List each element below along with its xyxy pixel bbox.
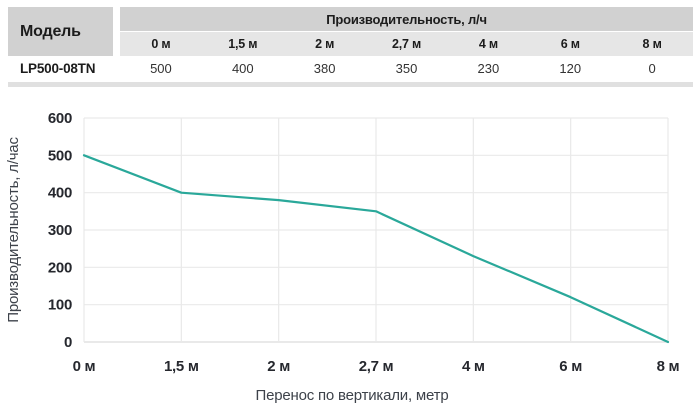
x-tick-label: 2 м — [267, 358, 290, 375]
value-cell: 500 — [150, 61, 172, 76]
x-tick-label: 0 м — [73, 358, 96, 375]
performance-line — [82, 154, 670, 344]
model-name: LP500-08TN — [20, 61, 96, 76]
distance-header-cell: 2 м — [315, 37, 335, 51]
y-tick-label: 200 — [48, 259, 72, 276]
y-tick-label: 600 — [48, 110, 72, 127]
distance-header-cell: 0 м — [151, 37, 171, 51]
distance-header-cell: 4 м — [478, 37, 498, 51]
distance-header-cell: 8 м — [642, 37, 662, 51]
performance-table: Модель Производительность, л/ч 0 м 1,5 м… — [8, 7, 693, 87]
group-header: Производительность, л/ч — [120, 7, 693, 31]
y-axis-title: Производительность, л/час — [5, 137, 22, 323]
value-cell: 230 — [477, 61, 500, 76]
model-name-cell: LP500-08TN — [8, 57, 113, 80]
y-tick-label: 300 — [48, 222, 72, 239]
distance-header-cell: 6 м — [560, 37, 580, 51]
values-row: 500 400 380 350 230 120 0 — [120, 57, 693, 80]
x-tick-label: 6 м — [559, 358, 582, 375]
table-bottom-border — [8, 82, 693, 87]
distance-header-cell: 1,5 м — [228, 37, 258, 51]
y-tick-label: 100 — [48, 297, 72, 314]
value-cell: 0 — [648, 61, 656, 76]
model-column-header: Модель — [8, 7, 113, 56]
y-tick-label: 0 — [64, 334, 72, 351]
value-cell: 350 — [395, 61, 418, 76]
x-tick-label: 1,5 м — [164, 358, 199, 375]
x-tick-label: 8 м — [657, 358, 680, 375]
y-tick-label: 400 — [48, 185, 72, 202]
x-axis-title: Перенос по вертикали, метр — [255, 387, 448, 404]
x-tick-label: 2,7 м — [359, 358, 394, 375]
group-header-label: Производительность, л/ч — [326, 11, 487, 27]
value-cell: 120 — [559, 61, 582, 76]
y-tick-label: 500 — [48, 147, 72, 164]
x-tick-label: 4 м — [462, 358, 485, 375]
distance-header-cell: 2,7 м — [391, 37, 422, 51]
model-header-label: Модель — [20, 22, 81, 40]
value-cell: 380 — [313, 61, 336, 76]
distance-header-row: 0 м 1,5 м 2 м 2,7 м 4 м 6 м 8 м — [120, 32, 693, 56]
value-cell: 400 — [231, 61, 254, 76]
